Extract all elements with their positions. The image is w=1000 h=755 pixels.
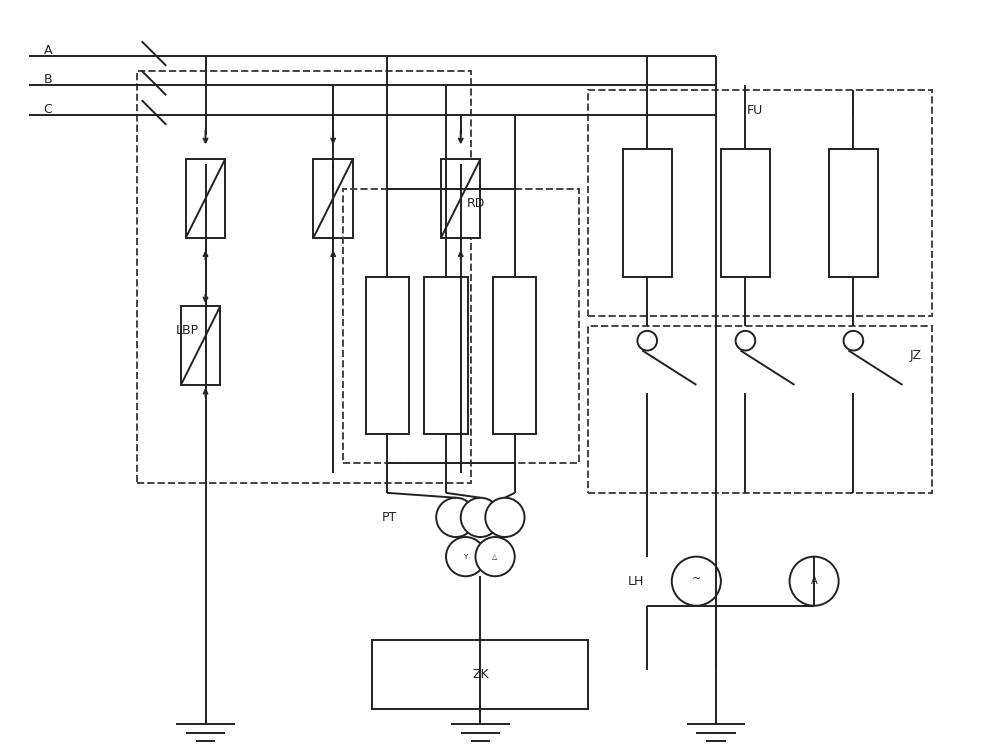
- Bar: [588, 326, 932, 493]
- Text: PT: PT: [382, 511, 397, 524]
- Circle shape: [637, 331, 657, 350]
- Text: ~: ~: [692, 575, 701, 584]
- Text: B: B: [44, 73, 52, 86]
- Bar: [137, 71, 471, 483]
- Text: LH: LH: [628, 575, 644, 587]
- Text: △: △: [492, 553, 498, 559]
- Circle shape: [436, 498, 475, 537]
- Circle shape: [844, 331, 863, 350]
- Circle shape: [485, 498, 525, 537]
- Text: RD: RD: [466, 197, 485, 210]
- Bar: [829, 149, 878, 277]
- Bar: [441, 159, 480, 238]
- Bar: [493, 277, 536, 434]
- Circle shape: [475, 537, 515, 576]
- Text: A: A: [811, 576, 817, 586]
- Text: LBP: LBP: [176, 325, 199, 337]
- Circle shape: [672, 556, 721, 606]
- Text: ZK: ZK: [472, 668, 489, 681]
- Bar: [721, 149, 770, 277]
- Bar: [372, 640, 588, 709]
- Text: JZ: JZ: [910, 349, 922, 362]
- Bar: [366, 277, 409, 434]
- Bar: [623, 149, 672, 277]
- Circle shape: [461, 498, 500, 537]
- Circle shape: [446, 537, 485, 576]
- Circle shape: [736, 331, 755, 350]
- Text: C: C: [44, 103, 52, 116]
- Bar: [588, 91, 932, 316]
- Bar: [424, 277, 468, 434]
- Bar: [181, 307, 220, 385]
- Circle shape: [790, 556, 839, 606]
- Text: Y: Y: [464, 553, 468, 559]
- Bar: [313, 159, 353, 238]
- Text: A: A: [44, 44, 52, 57]
- Bar: [186, 159, 225, 238]
- Bar: [343, 189, 579, 464]
- Text: FU: FU: [747, 103, 763, 116]
